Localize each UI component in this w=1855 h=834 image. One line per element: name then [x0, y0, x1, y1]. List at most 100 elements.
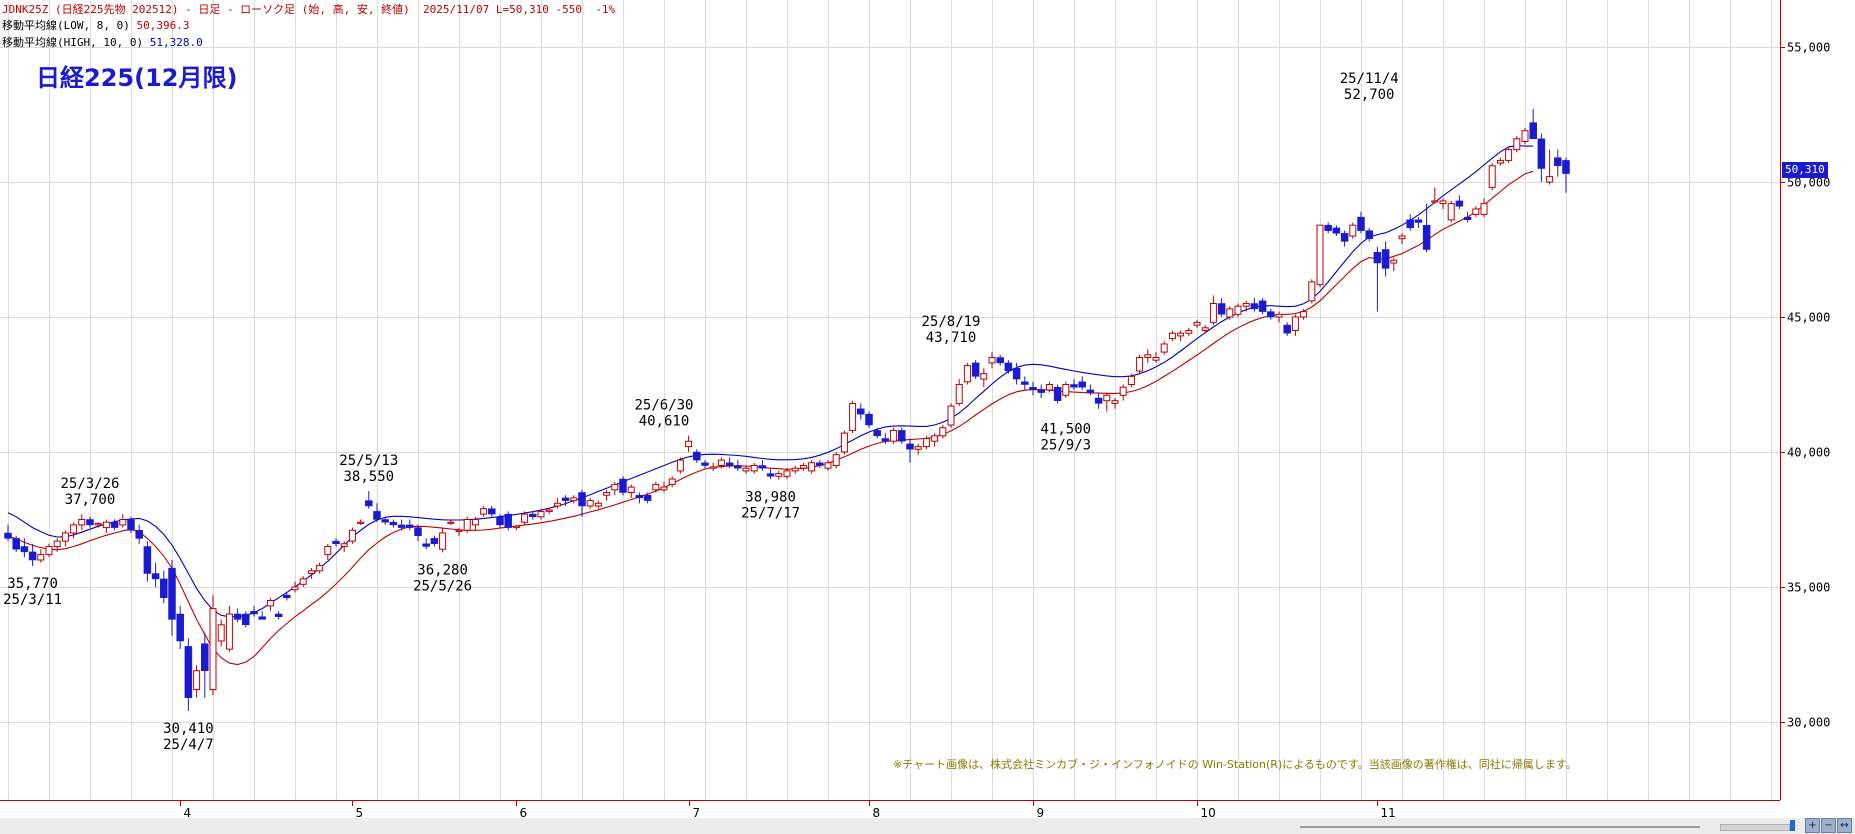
- candle-body-up: [471, 519, 479, 526]
- candle-body-up: [1209, 303, 1217, 323]
- candle-body-up: [1111, 400, 1119, 404]
- candle-body-down: [635, 494, 644, 499]
- candle-body-up: [1496, 159, 1504, 164]
- candle-body-down: [1267, 311, 1275, 318]
- candle-body-up: [447, 521, 455, 524]
- zoom-out-button[interactable]: −: [1821, 818, 1836, 833]
- price-annotation: 25/6/30: [634, 398, 693, 414]
- candle-body-up: [291, 586, 299, 591]
- candle-body-up: [1472, 208, 1480, 215]
- candle-body-down: [143, 546, 152, 574]
- candle-body-up: [209, 608, 217, 691]
- candle-body-up: [455, 529, 463, 532]
- candle-body-down: [725, 462, 734, 466]
- fit-view-button[interactable]: ↔: [1837, 818, 1852, 833]
- candle-body-down: [160, 578, 168, 599]
- candle-body-down: [529, 513, 537, 518]
- candle-body-down: [496, 516, 504, 526]
- candle-body-down: [1283, 324, 1291, 334]
- moving-average-lines: [7, 144, 1534, 666]
- candle-body-up: [914, 446, 922, 450]
- candle-body-up: [1300, 311, 1308, 318]
- candle-body-down: [283, 594, 291, 599]
- candle-body-up: [1439, 200, 1447, 205]
- candle-body-up: [1136, 357, 1144, 372]
- zoom-slider-thumb[interactable]: [1790, 820, 1795, 831]
- candle-body-up: [988, 357, 996, 364]
- candle-body-up: [1513, 138, 1521, 151]
- y-tick-label: 30,000: [1787, 716, 1830, 730]
- price-annotation: 35,770: [7, 576, 58, 592]
- x-tick-label: 9: [1037, 806, 1045, 820]
- candle-body-up: [480, 508, 488, 515]
- price-annotation: 25/9/3: [1041, 438, 1092, 454]
- candle-body-down: [578, 492, 586, 507]
- ma-low-label: 移動平均線(LOW, 8, 0): [2, 19, 137, 32]
- candle-body-up: [299, 578, 307, 585]
- candle-body-down: [1078, 381, 1086, 388]
- y-tick-label: 50,000: [1787, 176, 1830, 190]
- grid-lines: [0, 0, 1780, 800]
- candle-body-up: [1308, 281, 1316, 302]
- candle-body-up: [1546, 176, 1554, 183]
- zoom-slider[interactable]: [1720, 824, 1790, 831]
- ma-low-value: 50,396.3: [136, 19, 190, 32]
- candle-body-down: [1340, 233, 1349, 242]
- candle-body-down: [110, 521, 119, 528]
- candle-body-up: [1447, 203, 1455, 221]
- candle-body-down: [693, 451, 701, 461]
- bottom-scroll-bar[interactable]: [0, 818, 1855, 834]
- candle-body-down: [274, 613, 283, 617]
- candle-body-up: [1316, 224, 1324, 286]
- price-annotation: 41,500: [1041, 422, 1092, 438]
- candle-body-down: [1422, 224, 1431, 250]
- candle-body-down: [873, 430, 881, 437]
- candle-body-down: [504, 513, 512, 528]
- zoom-in-button[interactable]: +: [1805, 818, 1820, 833]
- candle-body-up: [890, 429, 898, 442]
- ma-high-line: [7, 144, 1534, 618]
- candle-body-down: [1463, 216, 1472, 221]
- x-tick-label: 10: [1201, 806, 1216, 820]
- candle-body-up: [1185, 330, 1193, 334]
- price-annotation: 43,710: [926, 330, 977, 346]
- candle-body-up: [791, 467, 799, 472]
- candle-body-down: [151, 573, 160, 580]
- candle-body-up: [53, 540, 61, 547]
- candle-body-up: [1193, 321, 1201, 326]
- candle-body-up: [717, 459, 725, 467]
- candle-body-down: [1562, 160, 1570, 174]
- candle-body-down: [898, 430, 906, 442]
- ma-high-legend: 移動平均線(HIGH, 10, 0) 51,328.0: [2, 36, 203, 50]
- candle-body-up: [783, 470, 791, 477]
- candle-body-up: [193, 670, 201, 691]
- candle-body-down: [701, 462, 709, 466]
- candle-body-up: [1062, 384, 1070, 396]
- candle-body-down: [561, 497, 570, 501]
- candle-body-down: [332, 540, 340, 545]
- candle-body-up: [1144, 354, 1152, 358]
- horizontal-scrollbar[interactable]: [1300, 826, 1700, 828]
- candle-body-down: [168, 567, 176, 620]
- candle-body-down: [906, 443, 914, 450]
- candle-body-up: [1291, 316, 1299, 331]
- candle-body-up: [1201, 327, 1209, 331]
- y-tick-label: 40,000: [1787, 446, 1830, 460]
- candle-body-down: [1021, 381, 1029, 385]
- time-axis: 4 5 6 7 8 9 10 11: [180, 800, 1396, 820]
- candle-body-down: [1070, 384, 1078, 388]
- price-annotation: 25/8/19: [921, 314, 980, 330]
- candle-body-down: [414, 527, 422, 536]
- candle-body-up: [1390, 259, 1398, 264]
- candle-body-up: [709, 466, 717, 469]
- candle-body-down: [996, 357, 1004, 364]
- candle-body-up: [840, 432, 848, 453]
- candle-body-up: [357, 521, 365, 524]
- candle-body-down: [406, 524, 414, 528]
- price-annotation: 36,280: [417, 562, 468, 578]
- candle-body-down: [1414, 219, 1423, 223]
- candle-body-down: [643, 494, 652, 501]
- candle-body-up: [742, 467, 750, 472]
- ma-high-value: 51,328.0: [149, 36, 203, 49]
